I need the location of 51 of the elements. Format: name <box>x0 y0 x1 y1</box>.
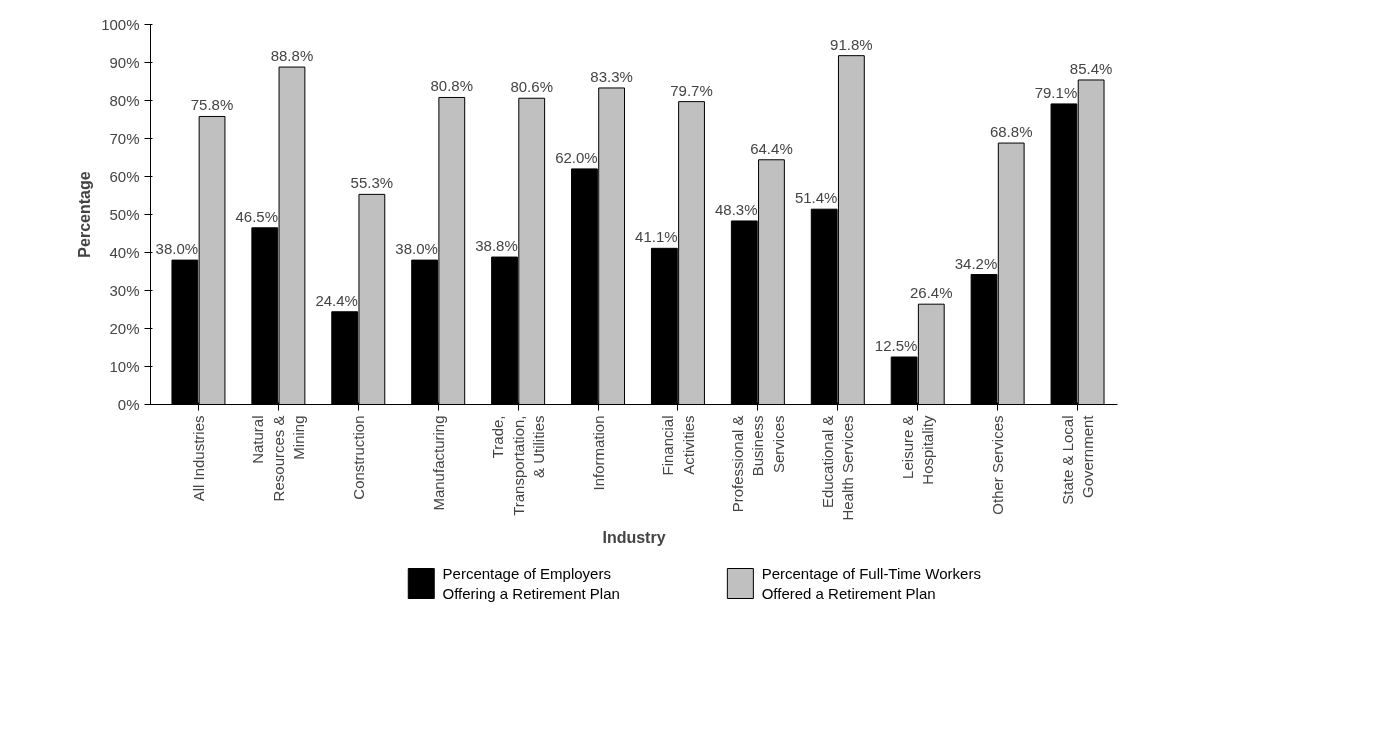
x-tick-label: All Industries <box>189 415 207 502</box>
y-tick-label: 20% <box>109 320 140 337</box>
data-label: 85.4% <box>1069 59 1113 77</box>
x-tick-label: Construction <box>349 415 367 500</box>
data-label: 51.4% <box>794 189 838 207</box>
y-tick-label: 60% <box>109 168 140 185</box>
data-label: 38.0% <box>395 240 438 258</box>
y-tick-label: 90% <box>109 54 140 71</box>
x-tick-label: Natural Resources & Mining <box>249 415 308 502</box>
data-label: 68.8% <box>989 123 1033 141</box>
data-label: 79.7% <box>670 81 713 99</box>
data-label: 26.4% <box>910 284 953 302</box>
y-tick-label: 80% <box>109 92 140 109</box>
y-tick-label: 100% <box>101 16 140 33</box>
data-label: 80.6% <box>510 78 553 96</box>
x-tick-label: Professional & Business Services <box>728 415 787 513</box>
data-label: 46.5% <box>235 207 279 225</box>
y-tick-label: 0% <box>117 396 140 413</box>
x-tick-label: Trade, Transportation, & Utilities <box>489 415 548 516</box>
data-label: 83.3% <box>590 67 633 85</box>
x-tick-label: Leisure & Hospitality <box>899 415 937 485</box>
data-label: 64.4% <box>750 139 793 157</box>
data-label: 12.5% <box>874 337 918 354</box>
data-label: 79.1% <box>1034 83 1078 101</box>
data-label: 41.1% <box>635 228 678 246</box>
y-tick-label: 40% <box>109 244 140 261</box>
data-label: 88.8% <box>270 47 314 65</box>
x-tick-label: Financial Activities <box>659 415 697 476</box>
data-label: 48.3% <box>715 200 758 218</box>
x-axis-title: Industry <box>602 528 666 546</box>
y-axis-title: Percentage <box>76 171 94 258</box>
data-label: 55.3% <box>350 174 394 192</box>
y-tick-label: 70% <box>109 130 140 147</box>
data-label: 24.4% <box>315 291 358 309</box>
data-label: 34.2% <box>954 254 998 272</box>
legend-label: Percentage of Full-Time Workers Offered a Retirement Plan <box>761 564 981 603</box>
x-tick-label: Manufacturing <box>429 415 447 511</box>
x-tick-label: State & Local Government <box>1058 414 1097 505</box>
y-tick-label: 10% <box>109 358 140 375</box>
data-label: 38.0% <box>155 240 199 258</box>
y-tick-label: 30% <box>109 282 140 299</box>
data-label: 75.8% <box>190 96 234 114</box>
x-tick-label: Educational & Health Services <box>819 415 857 521</box>
legend-label: Percentage of Employers Offering a Retirement Plan <box>442 564 620 603</box>
data-label: 38.8% <box>475 237 518 255</box>
data-label: 80.8% <box>430 77 474 95</box>
data-label: 91.8% <box>830 35 873 53</box>
x-tick-label: Information <box>589 415 607 491</box>
x-tick-label: Other Services <box>989 415 1007 515</box>
data-label: 62.0% <box>555 148 598 166</box>
y-tick-label: 50% <box>109 206 140 223</box>
